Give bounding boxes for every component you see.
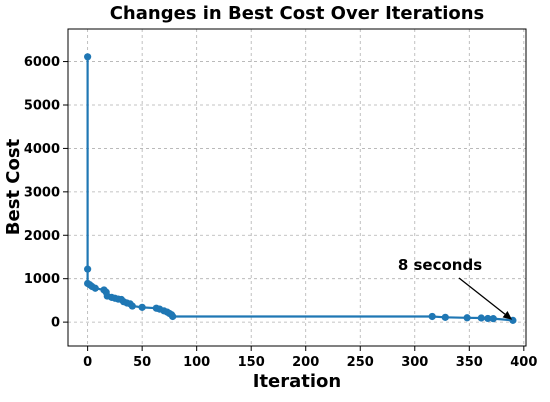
x-tick-label: 0 [83,355,92,370]
data-point [138,303,146,311]
data-point [128,302,136,310]
y-tick-label: 3000 [24,185,60,200]
grid [68,29,526,346]
x-tick-label: 300 [401,355,428,370]
x-tick-label: 100 [183,355,210,370]
y-tick-label: 2000 [24,229,60,244]
data-point [489,315,497,323]
plot-frame [67,28,527,347]
data-point [84,265,92,273]
y-tick-label: 1000 [24,272,60,287]
x-tick-label: 150 [238,355,265,370]
data-point [91,284,99,292]
y-tick-label: 5000 [24,98,60,113]
y-axis-label: Best Cost [3,138,24,235]
x-tick-label: 350 [456,355,483,370]
series-points [84,53,517,324]
data-point [441,313,449,321]
x-tick-label: 200 [292,355,319,370]
x-tick-label: 250 [347,355,374,370]
x-tick-label: 400 [510,355,537,370]
chart-title: Changes in Best Cost Over Iterations [110,3,485,24]
data-point [84,53,92,61]
annotation-label: 8 seconds [398,256,482,274]
y-axis-ticks: 0 1000 2000 3000 4000 5000 6000 [24,55,68,331]
y-tick-label: 0 [51,316,60,331]
annotation-arrowhead [502,311,513,320]
plot-border [67,28,527,347]
data-point [477,314,485,322]
data-point [169,312,177,321]
data-point [428,312,436,321]
annotation-arrow [458,277,506,315]
y-tick-label: 6000 [24,55,60,70]
x-tick-label: 50 [133,355,151,370]
x-axis-label: Iteration [253,371,342,392]
series-line [86,56,514,322]
data-point [463,314,471,322]
y-tick-label: 4000 [24,142,60,157]
x-axis-ticks: 0 50 100 150 200 250 300 350 400 [83,346,537,370]
data-point [484,314,492,323]
